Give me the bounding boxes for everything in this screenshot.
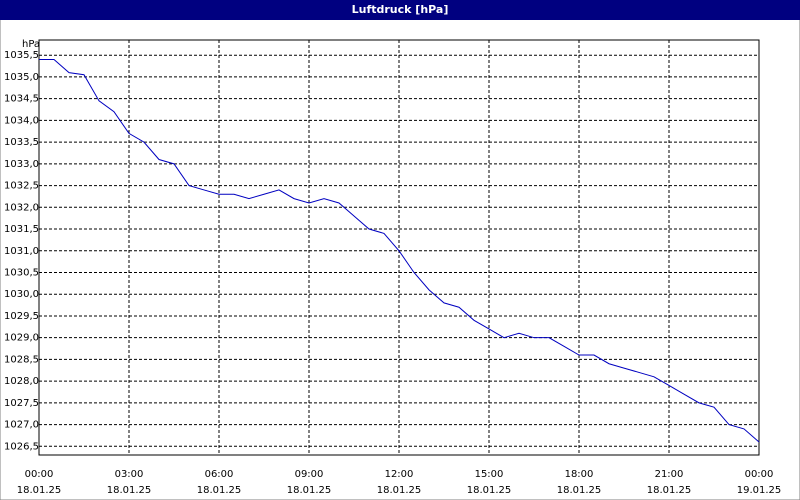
y-tick-label: 1033,0 [4, 159, 39, 170]
y-tick-label: 1030,0 [4, 289, 39, 300]
x-tick-label: 03:00 [115, 469, 144, 480]
y-tick-label: 1028,5 [4, 354, 39, 365]
x-tick-label: 06:00 [205, 469, 234, 480]
x-tick-date: 18.01.25 [557, 485, 602, 496]
x-tick-date: 19.01.25 [737, 485, 782, 496]
x-tick-date: 18.01.25 [377, 485, 422, 496]
y-tick-label: 1035,5 [4, 50, 39, 61]
y-tick-label: 1032,5 [4, 181, 39, 192]
y-tick-label: 1031,5 [4, 224, 39, 235]
x-tick-date: 18.01.25 [197, 485, 242, 496]
x-tick-label: 18:00 [565, 469, 594, 480]
x-tick-date: 18.01.25 [467, 485, 512, 496]
y-tick-label: 1032,0 [4, 202, 39, 213]
x-tick-label: 00:00 [25, 469, 54, 480]
y-tick-label: 1027,5 [4, 398, 39, 409]
x-tick-label: 12:00 [385, 469, 414, 480]
y-tick-label: 1033,5 [4, 137, 39, 148]
line [39, 59, 760, 443]
x-tick-date: 18.01.25 [647, 485, 692, 496]
x-tick-label: 09:00 [295, 469, 324, 480]
x-tick-date: 18.01.25 [107, 485, 152, 496]
y-tick-label: 1034,0 [4, 115, 39, 126]
y-tick-label: 1031,0 [4, 246, 39, 257]
plot-frame [38, 39, 760, 456]
chart-title: Luftdruck [hPa] [352, 3, 449, 16]
y-tick-label: 1029,0 [4, 333, 39, 344]
x-tick-label: 00:00 [745, 469, 774, 480]
y-tick-label: 1026,5 [4, 441, 39, 452]
y-tick-label: 1028,0 [4, 376, 39, 387]
x-tick-label: 21:00 [655, 469, 684, 480]
y-tick-label: 1027,0 [4, 420, 39, 431]
x-tick-date: 18.01.25 [17, 485, 62, 496]
y-tick-label: 1034,5 [4, 94, 39, 105]
x-tick-label: 15:00 [475, 469, 504, 480]
y-tick-label: 1030,5 [4, 267, 39, 278]
y-axis-unit: hPa [22, 39, 40, 50]
y-tick-label: 1035,0 [4, 72, 39, 83]
title-bar [0, 0, 800, 20]
x-tick-date: 18.01.25 [287, 485, 332, 496]
y-tick-label: 1029,5 [4, 311, 39, 322]
